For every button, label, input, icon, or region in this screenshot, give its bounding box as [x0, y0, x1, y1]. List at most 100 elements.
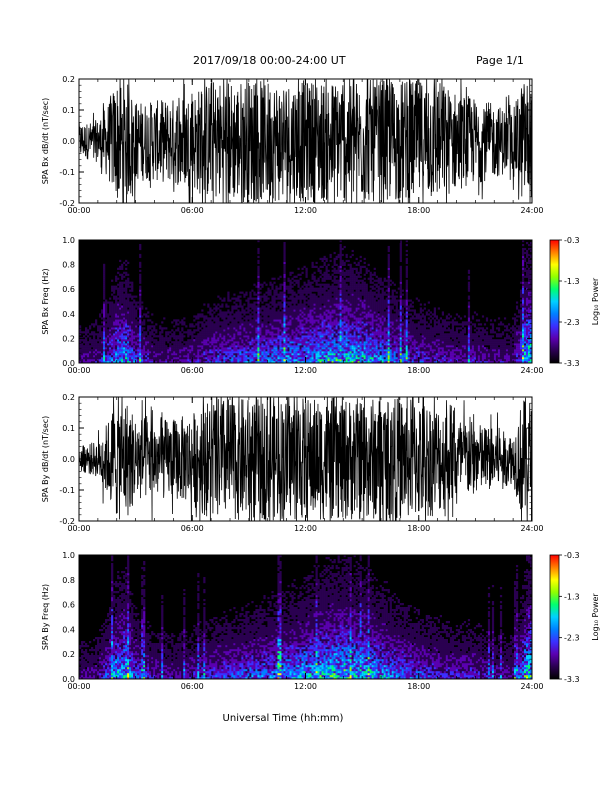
spectrogram-cell — [175, 337, 178, 340]
spectrogram-cell — [161, 327, 164, 330]
spectrogram-cell — [337, 269, 340, 272]
spectrogram-cell — [287, 331, 290, 334]
spectrogram-cell — [279, 329, 282, 332]
spectrogram-cell — [349, 287, 352, 290]
spectrogram-cell — [119, 289, 122, 292]
spectrogram-cell — [363, 345, 366, 348]
spectrogram-cell — [301, 313, 304, 316]
spectrogram-cell — [257, 279, 260, 282]
spectrogram-cell — [343, 279, 346, 282]
spectrogram-cell — [195, 329, 198, 332]
spectrogram-cell — [139, 299, 142, 302]
spectrogram-cell — [373, 279, 376, 282]
spectrogram-cell — [181, 353, 184, 356]
spectrogram-cell — [89, 327, 92, 330]
spectrogram-cell — [227, 361, 230, 364]
spectrogram-cell — [355, 307, 358, 310]
spectrogram-cell — [367, 327, 370, 330]
spectrogram-cell — [303, 281, 306, 284]
spectrogram-cell — [111, 339, 114, 342]
spectrogram-cell — [167, 339, 170, 342]
spectrogram-cell — [145, 359, 148, 362]
spectrogram-cell — [221, 345, 224, 348]
spectrogram-cell — [141, 347, 144, 350]
spectrogram-cell — [139, 355, 142, 358]
spectrogram-cell — [291, 295, 294, 298]
spectrogram-cell — [179, 351, 182, 354]
spectrogram-cell — [375, 279, 378, 282]
spectrogram-cell — [307, 353, 310, 356]
spectrogram-cell — [333, 295, 336, 298]
spectrogram-cell — [183, 349, 186, 352]
spectrogram-cell — [111, 353, 114, 356]
spectrogram-cell — [337, 279, 340, 282]
spectrogram-cell — [329, 337, 332, 340]
spectrogram-cell — [209, 309, 212, 312]
spectrogram-cell — [119, 339, 122, 342]
spectrogram-cell — [263, 329, 266, 332]
spectrogram-cell — [321, 335, 324, 338]
spectrogram-cell — [213, 357, 216, 360]
spectrogram-cell — [211, 349, 214, 352]
spectrogram-cell — [235, 327, 238, 330]
spectrogram-cell — [325, 353, 328, 356]
spectrogram-cell — [117, 317, 120, 320]
spectrogram-cell — [215, 349, 218, 352]
spectrogram-cell — [211, 337, 214, 340]
spectrogram-cell — [357, 333, 360, 336]
spectrogram-cell — [277, 343, 280, 346]
spectrogram-cell — [131, 343, 134, 346]
spectrogram-cell — [135, 323, 138, 326]
spectrogram-cell — [231, 297, 234, 300]
spectrogram-cell — [327, 347, 330, 350]
spectrogram-cell — [231, 345, 234, 348]
spectrogram-cell — [255, 319, 258, 322]
spectrogram-cell — [347, 303, 350, 306]
spectrogram-cell — [287, 327, 290, 330]
spectrogram-cell — [147, 341, 150, 344]
spectrogram-cell — [351, 271, 354, 274]
spectrogram-cell — [277, 287, 280, 290]
y-tick-label: -0.1 — [59, 168, 75, 177]
spectrogram-cell — [303, 327, 306, 330]
spectrogram-cell — [349, 313, 352, 316]
spectrogram-cell — [329, 355, 332, 358]
spectrogram-cell — [317, 321, 320, 324]
spectrogram-cell — [127, 277, 130, 280]
spectrogram-cell — [353, 319, 356, 322]
spectrogram-cell — [215, 317, 218, 320]
spectrogram-cell — [121, 263, 124, 266]
spectrogram-cell — [259, 347, 262, 350]
spectrogram-cell — [321, 361, 324, 364]
spectrogram-cell — [111, 361, 114, 364]
spectrogram-cell — [201, 315, 204, 318]
spectrogram-cell — [103, 311, 106, 314]
spectrogram-cell — [265, 295, 268, 298]
spectrogram-cell — [111, 351, 114, 354]
spectrogram-cell — [341, 295, 344, 298]
spectrogram-cell — [361, 291, 364, 294]
spectrogram-cell — [211, 339, 214, 342]
spectrogram-cell — [153, 347, 156, 350]
spectrogram-cell — [113, 339, 116, 342]
spectrogram-cell — [207, 355, 210, 358]
spectrogram-cell — [213, 353, 216, 356]
spectrogram-cell — [201, 353, 204, 356]
spectrogram-cell — [183, 351, 186, 354]
spectrogram-cell — [317, 345, 320, 348]
spectrogram-cell — [317, 291, 320, 294]
spectrogram-cell — [127, 345, 130, 348]
spectrogram-cell — [139, 317, 142, 320]
spectrogram-cell — [299, 323, 302, 326]
spectrogram-cell — [239, 325, 242, 328]
spectrogram-cell — [111, 309, 114, 312]
spectrogram-cell — [159, 361, 162, 364]
spectrogram-cell — [139, 319, 142, 322]
spectrogram-cell — [205, 329, 208, 332]
spectrogram-cell — [319, 325, 322, 328]
spectrogram-cell — [109, 333, 112, 336]
spectrogram-cell — [283, 295, 286, 298]
spectrogram-cell — [107, 313, 110, 316]
spectrogram-cell — [139, 291, 142, 294]
spectrogram-cell — [265, 355, 268, 358]
